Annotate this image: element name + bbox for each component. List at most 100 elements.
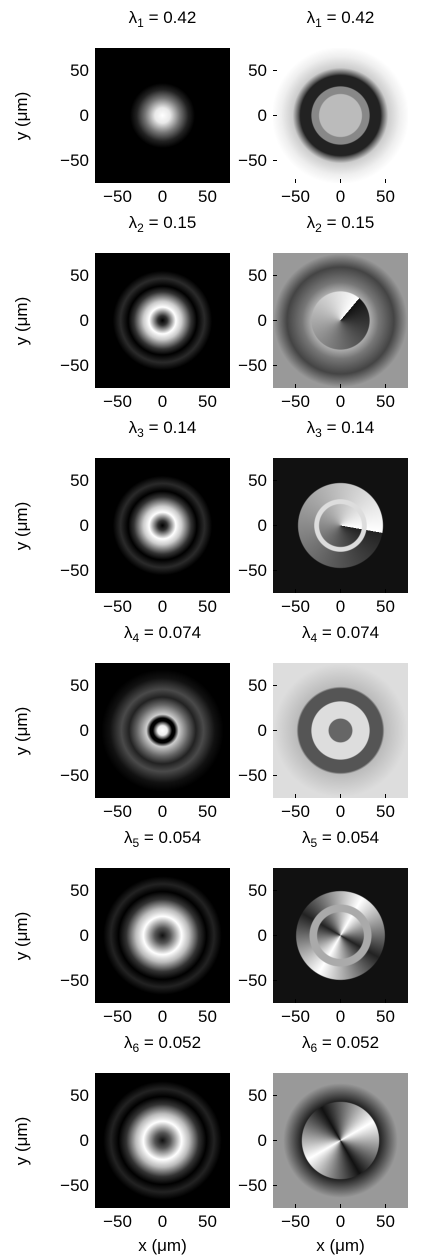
- y-tick: [273, 160, 277, 161]
- title-rest: = 0.15: [327, 213, 375, 232]
- x-tick: [385, 179, 386, 183]
- y-tick: [273, 525, 277, 526]
- x-tick-label: 50: [356, 392, 416, 412]
- title-index: 1: [315, 16, 322, 30]
- y-tick: [95, 525, 99, 526]
- x-tick: [207, 794, 208, 798]
- x-tick: [162, 384, 163, 388]
- x-tick-label: 50: [356, 187, 416, 207]
- x-axis-label: x (μm): [273, 1236, 408, 1256]
- y-axis-label: y (μm): [12, 271, 32, 371]
- y-tick-label: −50: [209, 971, 267, 991]
- title-index: 1: [137, 16, 144, 30]
- y-tick-label: −50: [31, 766, 89, 786]
- y-tick: [95, 70, 99, 71]
- title-symbol: λ: [307, 8, 316, 27]
- y-tick-label: 0: [209, 106, 267, 126]
- x-tick: [340, 1204, 341, 1208]
- x-tick: [340, 589, 341, 593]
- x-tick: [207, 999, 208, 1003]
- y-tick: [273, 570, 277, 571]
- y-tick-label: −50: [31, 561, 89, 581]
- x-tick-label: 50: [178, 802, 238, 822]
- x-tick: [162, 589, 163, 593]
- mode-image: [273, 253, 408, 388]
- title-symbol: λ: [307, 418, 316, 437]
- title-symbol: λ: [129, 213, 138, 232]
- x-axis-label: x (μm): [95, 1236, 230, 1256]
- y-tick: [95, 890, 99, 891]
- x-tick: [295, 999, 296, 1003]
- y-tick-label: 0: [209, 311, 267, 331]
- y-tick-label: 50: [209, 266, 267, 286]
- mode-image: [273, 458, 408, 593]
- y-axis-label: y (μm): [12, 66, 32, 166]
- y-tick: [95, 1185, 99, 1186]
- y-tick: [95, 115, 99, 116]
- y-tick: [273, 365, 277, 366]
- y-tick: [95, 685, 99, 686]
- x-tick-label: 50: [356, 1212, 416, 1232]
- title-rest: = 0.42: [149, 8, 197, 27]
- x-tick-label: 50: [178, 1007, 238, 1027]
- y-tick: [95, 365, 99, 366]
- x-tick: [295, 589, 296, 593]
- x-tick: [117, 384, 118, 388]
- x-tick-label: 50: [356, 802, 416, 822]
- title-index: 4: [310, 631, 317, 645]
- y-tick: [273, 115, 277, 116]
- x-tick: [295, 384, 296, 388]
- title-rest: = 0.054: [322, 828, 379, 847]
- x-tick: [340, 999, 341, 1003]
- x-tick: [117, 1204, 118, 1208]
- mode-image: [273, 663, 408, 798]
- y-tick-label: −50: [31, 971, 89, 991]
- title-rest: = 0.15: [149, 213, 197, 232]
- title-symbol: λ: [307, 213, 316, 232]
- panel-title: λ3 = 0.14: [95, 418, 230, 443]
- y-tick-label: 0: [209, 721, 267, 741]
- title-rest: = 0.14: [149, 418, 197, 437]
- title-index: 3: [137, 426, 144, 440]
- y-tick: [95, 570, 99, 571]
- x-tick: [207, 589, 208, 593]
- x-tick: [295, 1204, 296, 1208]
- y-tick-label: −50: [31, 356, 89, 376]
- y-tick: [273, 480, 277, 481]
- y-tick: [273, 980, 277, 981]
- y-axis-label: y (μm): [12, 681, 32, 781]
- panel-title: λ6 = 0.052: [273, 1033, 408, 1058]
- x-tick: [385, 589, 386, 593]
- y-tick: [95, 935, 99, 936]
- title-rest: = 0.054: [144, 828, 201, 847]
- x-tick-label: 50: [178, 597, 238, 617]
- y-tick-label: −50: [209, 356, 267, 376]
- y-tick-label: 0: [31, 1131, 89, 1151]
- y-axis-label: y (μm): [12, 476, 32, 576]
- y-tick: [273, 890, 277, 891]
- x-tick-label: 50: [178, 187, 238, 207]
- panel-title: λ6 = 0.052: [95, 1033, 230, 1058]
- x-tick: [207, 384, 208, 388]
- y-tick-label: 50: [209, 881, 267, 901]
- title-index: 3: [315, 426, 322, 440]
- x-tick: [117, 589, 118, 593]
- panel-title: λ2 = 0.15: [273, 213, 408, 238]
- y-tick: [273, 320, 277, 321]
- y-axis-label: y (μm): [12, 1091, 32, 1191]
- panel-title: λ3 = 0.14: [273, 418, 408, 443]
- panel-title: λ4 = 0.074: [273, 623, 408, 648]
- x-tick: [385, 1204, 386, 1208]
- title-rest: = 0.42: [327, 8, 375, 27]
- y-tick-label: 50: [209, 1086, 267, 1106]
- title-rest: = 0.074: [144, 623, 201, 642]
- y-tick: [273, 1185, 277, 1186]
- y-tick: [95, 320, 99, 321]
- y-tick-label: 50: [31, 471, 89, 491]
- title-index: 2: [315, 221, 322, 235]
- x-tick: [117, 794, 118, 798]
- title-symbol: λ: [129, 8, 138, 27]
- title-rest: = 0.052: [322, 1033, 379, 1052]
- x-tick-label: 50: [178, 1212, 238, 1232]
- title-index: 2: [137, 221, 144, 235]
